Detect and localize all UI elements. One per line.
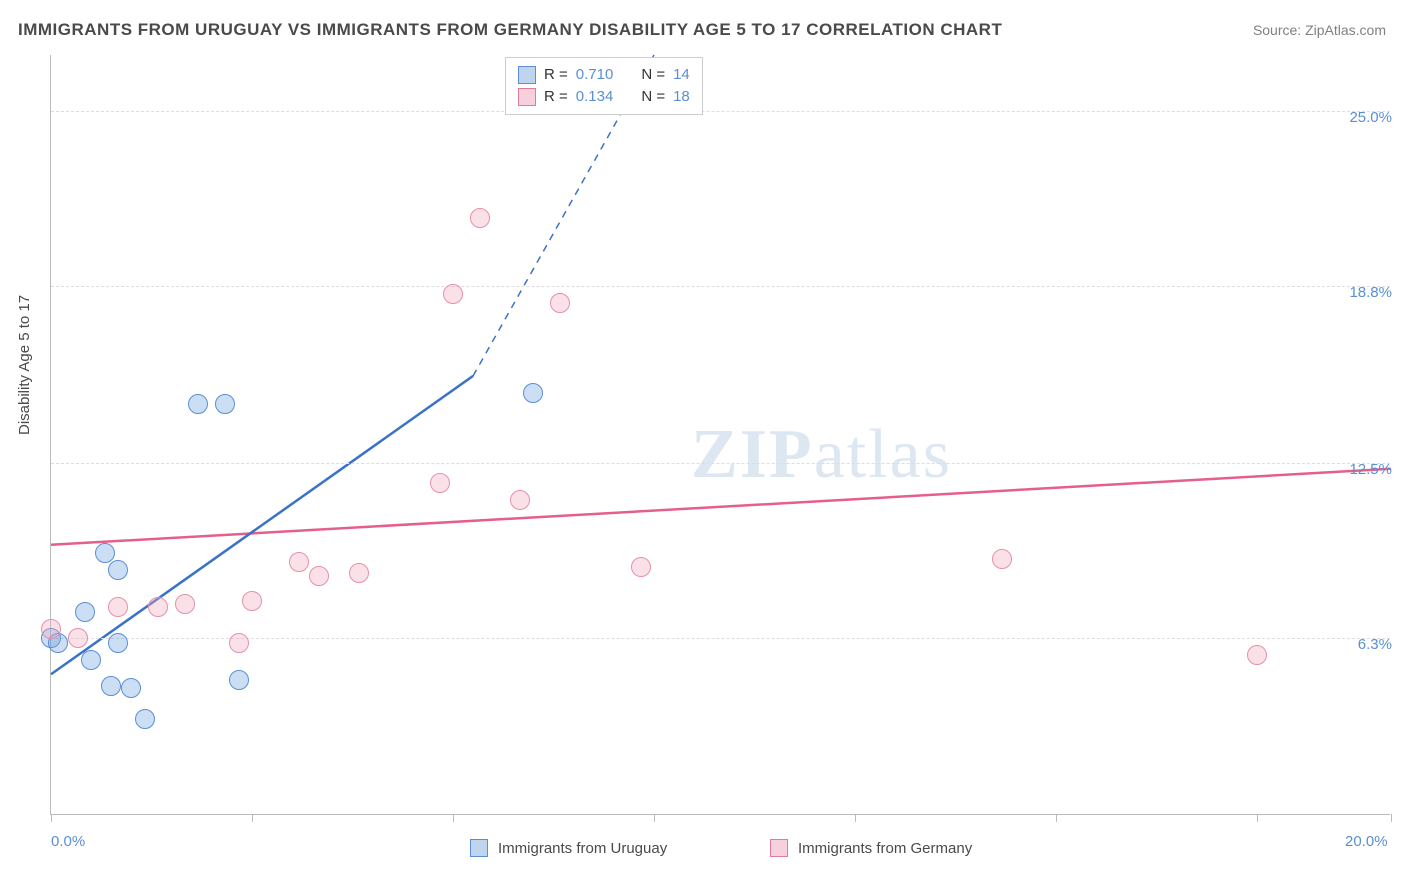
y-tick-label: 25.0% [1349, 109, 1392, 126]
data-point [135, 709, 155, 729]
data-point [349, 563, 369, 583]
data-point [510, 490, 530, 510]
gridline [51, 111, 1390, 112]
x-tick-label: 20.0% [1345, 833, 1388, 850]
x-tick [855, 814, 856, 822]
data-point [631, 557, 651, 577]
n-value: 14 [673, 64, 690, 86]
n-value: 18 [673, 86, 690, 108]
data-point [81, 650, 101, 670]
r-label: R = [544, 86, 568, 108]
data-point [95, 543, 115, 563]
data-point [470, 208, 490, 228]
series-label: Immigrants from Germany [798, 840, 972, 857]
series-legend-germany: Immigrants from Germany [770, 839, 972, 857]
data-point [175, 594, 195, 614]
n-label: N = [641, 64, 665, 86]
data-point [992, 549, 1012, 569]
data-point [242, 591, 262, 611]
swatch-blue-icon [470, 839, 488, 857]
source-label: Source: ZipAtlas.com [1253, 22, 1386, 38]
data-point [41, 619, 61, 639]
n-label: N = [641, 86, 665, 108]
data-point [229, 670, 249, 690]
data-point [101, 676, 121, 696]
y-tick-label: 12.5% [1349, 461, 1392, 478]
data-point [75, 602, 95, 622]
y-axis-title: Disability Age 5 to 17 [16, 295, 33, 435]
data-point [550, 293, 570, 313]
x-tick [1257, 814, 1258, 822]
data-point [523, 383, 543, 403]
data-point [188, 394, 208, 414]
gridline [51, 463, 1390, 464]
series-legend-uruguay: Immigrants from Uruguay [470, 839, 667, 857]
data-point [148, 597, 168, 617]
y-tick-label: 6.3% [1358, 636, 1392, 653]
data-point [121, 678, 141, 698]
swatch-pink-icon [770, 839, 788, 857]
data-point [430, 473, 450, 493]
data-point [215, 394, 235, 414]
pink-swatch-icon [518, 88, 536, 106]
blue-swatch-icon [518, 66, 536, 84]
plot-area: ZIPatlas 6.3%12.5%18.8%25.0%0.0%20.0% [50, 55, 1390, 815]
r-value: 0.710 [576, 64, 614, 86]
r-value: 0.134 [576, 86, 614, 108]
legend-row: R = 0.710 N = 14 [518, 64, 690, 86]
gridline [51, 638, 1390, 639]
correlation-chart: IMMIGRANTS FROM URUGUAY VS IMMIGRANTS FR… [0, 0, 1406, 892]
correlation-legend: R = 0.710 N = 14 R = 0.134 N = 18 [505, 57, 703, 115]
x-tick [1391, 814, 1392, 822]
x-tick [51, 814, 52, 822]
data-point [108, 597, 128, 617]
trend-lines-layer [51, 55, 1390, 814]
x-tick [453, 814, 454, 822]
x-tick-label: 0.0% [51, 833, 85, 850]
series-label: Immigrants from Uruguay [498, 840, 667, 857]
x-tick [252, 814, 253, 822]
data-point [289, 552, 309, 572]
x-tick [1056, 814, 1057, 822]
data-point [68, 628, 88, 648]
data-point [108, 560, 128, 580]
data-point [108, 633, 128, 653]
data-point [443, 284, 463, 304]
r-label: R = [544, 64, 568, 86]
data-point [229, 633, 249, 653]
chart-title: IMMIGRANTS FROM URUGUAY VS IMMIGRANTS FR… [18, 20, 1002, 40]
data-point [309, 566, 329, 586]
y-tick-label: 18.8% [1349, 284, 1392, 301]
data-point [1247, 645, 1267, 665]
gridline [51, 286, 1390, 287]
x-tick [654, 814, 655, 822]
legend-row: R = 0.134 N = 18 [518, 86, 690, 108]
